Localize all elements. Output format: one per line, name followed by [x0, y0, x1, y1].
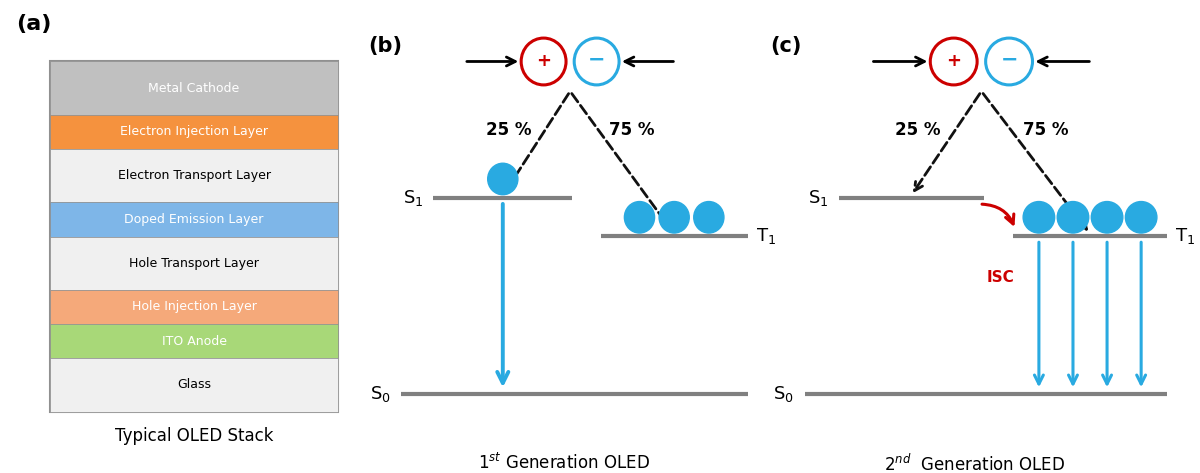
Circle shape: [487, 163, 518, 195]
Text: S$_0$: S$_0$: [773, 384, 794, 403]
Text: 25 %: 25 %: [895, 121, 941, 139]
Text: 75 %: 75 %: [608, 121, 654, 139]
Bar: [50, 359, 337, 412]
Circle shape: [1057, 201, 1088, 233]
Text: Electron Transport Layer: Electron Transport Layer: [118, 169, 271, 182]
Text: Hole Transport Layer: Hole Transport Layer: [130, 256, 259, 270]
Bar: [50, 236, 337, 289]
Circle shape: [694, 201, 724, 233]
Text: +: +: [536, 53, 551, 70]
Circle shape: [985, 38, 1032, 85]
Text: −: −: [588, 49, 605, 70]
Text: T$_1$: T$_1$: [756, 226, 776, 246]
Bar: [50, 289, 337, 324]
Circle shape: [659, 201, 689, 233]
Text: −: −: [1001, 49, 1018, 70]
Text: T$_1$: T$_1$: [1175, 226, 1195, 246]
Text: Hole Injection Layer: Hole Injection Layer: [132, 300, 257, 313]
Text: (c): (c): [770, 36, 802, 56]
Text: S$_0$: S$_0$: [370, 384, 391, 403]
Text: S$_1$: S$_1$: [808, 188, 828, 208]
Circle shape: [1126, 201, 1157, 233]
Bar: [50, 114, 337, 149]
Text: 2$^{nd}$  Generation OLED: 2$^{nd}$ Generation OLED: [884, 453, 1066, 473]
Text: Metal Cathode: Metal Cathode: [149, 81, 240, 95]
Bar: [50, 61, 337, 412]
Bar: [50, 149, 337, 202]
Text: (b): (b): [368, 36, 402, 56]
Bar: [50, 324, 337, 359]
Bar: [50, 61, 337, 114]
Text: ITO Anode: ITO Anode: [162, 335, 227, 348]
Text: (a): (a): [17, 14, 52, 34]
Text: Doped Emission Layer: Doped Emission Layer: [125, 213, 264, 226]
Text: +: +: [947, 53, 961, 70]
Text: Electron Injection Layer: Electron Injection Layer: [120, 125, 268, 138]
Text: 75 %: 75 %: [1022, 121, 1068, 139]
Circle shape: [574, 38, 619, 85]
Circle shape: [1024, 201, 1055, 233]
FancyArrowPatch shape: [982, 204, 1014, 224]
Text: 25 %: 25 %: [486, 121, 532, 139]
Circle shape: [521, 38, 566, 85]
Text: 1$^{st}$ Generation OLED: 1$^{st}$ Generation OLED: [478, 453, 650, 473]
Circle shape: [930, 38, 977, 85]
Text: Typical OLED Stack: Typical OLED Stack: [115, 427, 274, 445]
Bar: [50, 202, 337, 236]
Text: ISC: ISC: [986, 270, 1014, 285]
Text: S$_1$: S$_1$: [403, 188, 424, 208]
Circle shape: [1091, 201, 1123, 233]
Text: Glass: Glass: [178, 378, 211, 392]
Circle shape: [624, 201, 654, 233]
